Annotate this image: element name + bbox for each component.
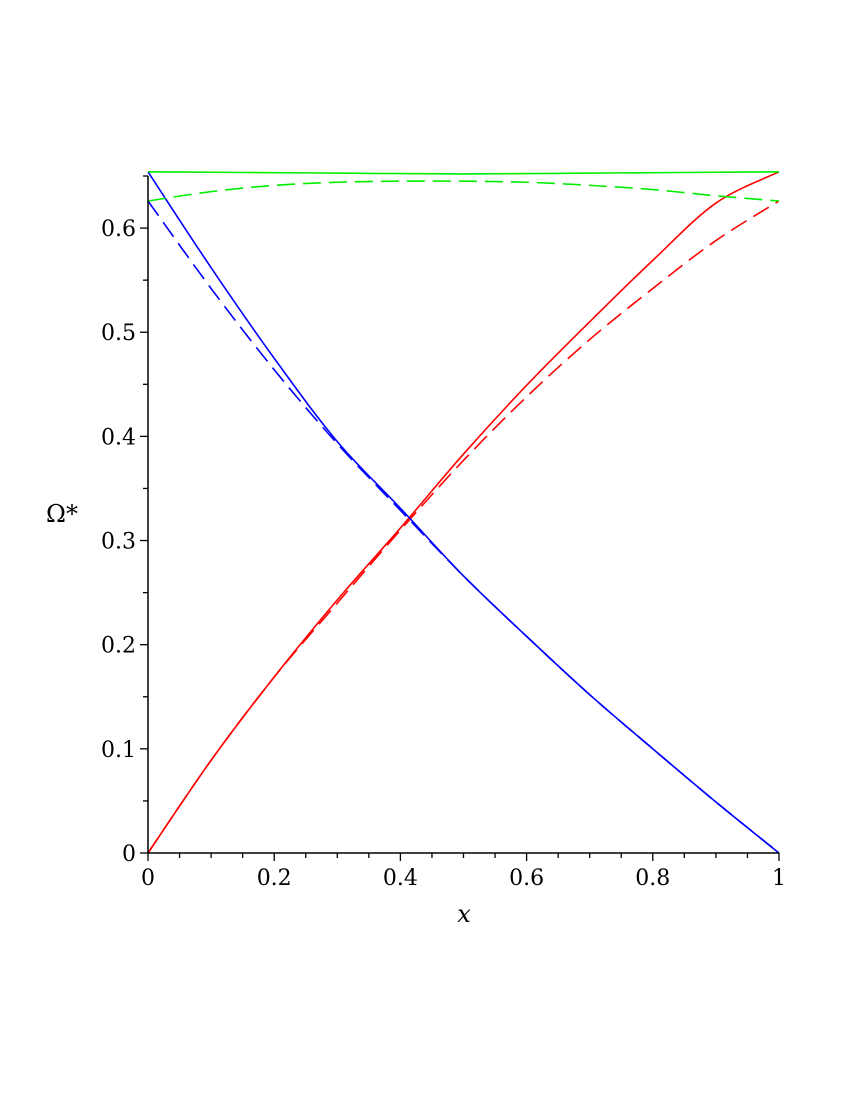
- series-line-2: [147, 171, 780, 854]
- series-line-4: [147, 171, 780, 175]
- x-tick-label: 0: [141, 866, 155, 891]
- curves: [147, 171, 780, 854]
- tick-labels: 0 0.2 0.4 0.6 0.8 1 0 0.1 0.2 0.3 0.4 0.5 0.6: [101, 217, 786, 891]
- y-tick-label: 0.1: [101, 738, 136, 763]
- series-line-3: [147, 200, 780, 854]
- y-tick-label: 0.3: [101, 530, 136, 555]
- y-tick-label: 0.5: [101, 321, 136, 346]
- y-tick-label: 0.4: [101, 425, 136, 450]
- series-line-1: [147, 200, 780, 854]
- series-line-0: [147, 171, 780, 854]
- y-axis-label: Ω*: [46, 500, 78, 528]
- x-tick-label: 0.8: [635, 866, 670, 891]
- y-tick-label: 0.2: [101, 634, 136, 659]
- axes: [147, 176, 779, 854]
- x-tick-label: 1: [772, 866, 786, 891]
- x-tick-label: 0.2: [257, 866, 292, 891]
- x-axis-label: x: [457, 900, 471, 928]
- y-tick-label: 0.6: [101, 217, 136, 242]
- ticks: [140, 175, 780, 861]
- x-tick-label: 0.6: [509, 866, 544, 891]
- y-tick-label: 0: [122, 842, 136, 867]
- series-line-5: [147, 180, 780, 202]
- x-tick-label: 0.4: [383, 866, 418, 891]
